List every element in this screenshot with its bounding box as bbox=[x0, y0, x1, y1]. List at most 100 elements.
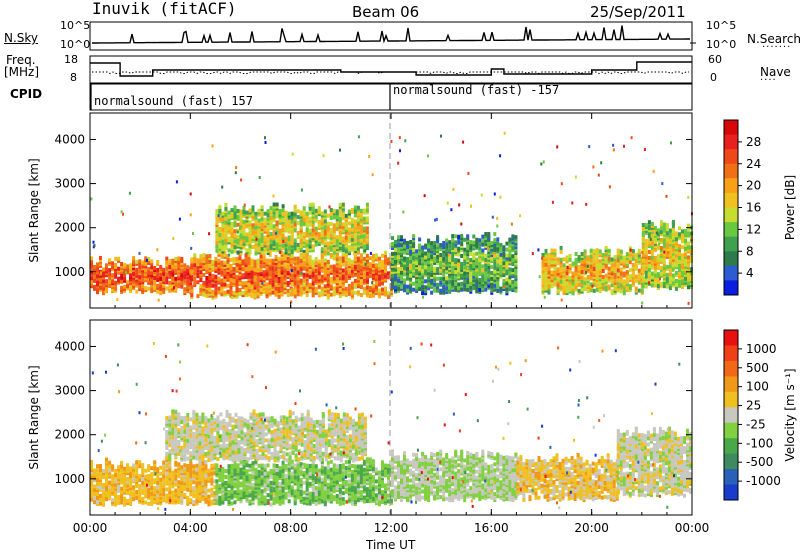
echo-cell bbox=[584, 270, 587, 274]
echo-cell bbox=[132, 491, 136, 496]
echo-cell bbox=[233, 211, 237, 216]
echo-cell bbox=[409, 263, 413, 268]
echo-cell bbox=[684, 233, 687, 237]
echo-cell bbox=[687, 227, 690, 232]
echo-cell bbox=[448, 248, 452, 253]
echo-cell bbox=[631, 257, 635, 262]
echo-cell bbox=[296, 260, 300, 265]
echo-cell bbox=[274, 266, 278, 271]
echo-cell bbox=[656, 284, 660, 288]
echo-cell bbox=[230, 296, 233, 300]
echo-cell bbox=[242, 483, 246, 488]
echo-cell bbox=[220, 252, 224, 257]
echo-cell bbox=[93, 484, 96, 489]
echo-cell bbox=[168, 496, 172, 501]
echo-cell bbox=[314, 208, 318, 213]
echo-cell bbox=[665, 276, 669, 281]
echo-cell bbox=[105, 263, 108, 268]
echo-cell bbox=[427, 276, 431, 281]
echo-cell bbox=[436, 266, 440, 271]
echo-cell bbox=[105, 467, 108, 472]
y-tick-label: 3000 bbox=[54, 177, 85, 191]
echo-cell bbox=[144, 474, 148, 479]
echo-cell bbox=[412, 242, 416, 247]
echo-cell bbox=[687, 255, 690, 260]
echo-cell bbox=[174, 468, 178, 473]
echo-cell bbox=[436, 259, 440, 263]
echo-cell bbox=[644, 274, 648, 279]
echo-cell bbox=[314, 226, 318, 231]
echo-cell bbox=[114, 262, 118, 267]
echo-cell bbox=[244, 275, 248, 280]
echo-cell bbox=[214, 257, 218, 261]
echo-cell bbox=[475, 279, 479, 284]
echo-cell bbox=[207, 468, 211, 473]
echo-cell bbox=[616, 278, 620, 283]
echo-cell bbox=[403, 250, 406, 255]
echo-cell bbox=[223, 250, 227, 255]
echo-cell bbox=[341, 268, 345, 273]
echo-cell bbox=[248, 220, 252, 225]
echo-cell bbox=[189, 486, 193, 491]
echo-cell bbox=[271, 282, 275, 287]
echo-cell bbox=[394, 251, 397, 256]
nsky-panel bbox=[89, 21, 696, 51]
echo-cell bbox=[356, 256, 360, 261]
echo-cell bbox=[323, 229, 327, 234]
echo-cell bbox=[470, 204, 472, 208]
echo-cell bbox=[454, 240, 458, 245]
echo-cell bbox=[469, 277, 473, 282]
echo-cell bbox=[374, 285, 378, 290]
echo-cell bbox=[241, 259, 245, 264]
echo-cell bbox=[239, 215, 243, 220]
echo-cell bbox=[647, 232, 651, 237]
echo-cell bbox=[323, 266, 327, 271]
echo-cell bbox=[168, 460, 172, 465]
echo-cell bbox=[314, 268, 318, 273]
echo-cell bbox=[592, 259, 596, 264]
echo-cell bbox=[493, 265, 497, 270]
echo-cell bbox=[156, 473, 160, 477]
echo-cell bbox=[96, 266, 99, 271]
echo-cell bbox=[326, 213, 330, 218]
echo-cell bbox=[159, 465, 163, 470]
echo-cell bbox=[189, 492, 193, 497]
echo-cell bbox=[263, 241, 267, 246]
echo-cell bbox=[248, 236, 252, 241]
echo-cell bbox=[232, 267, 236, 272]
echo-cell bbox=[457, 246, 461, 251]
echo-cell bbox=[171, 284, 175, 289]
echo-cell bbox=[359, 293, 363, 297]
echo-cell bbox=[241, 291, 245, 296]
echo-cell bbox=[199, 258, 203, 263]
echo-cell bbox=[542, 282, 545, 286]
echo-cell bbox=[347, 245, 351, 250]
echo-cell bbox=[415, 261, 419, 266]
echo-cell bbox=[568, 257, 572, 262]
echo-cell bbox=[208, 287, 212, 292]
echo-cell bbox=[242, 487, 246, 492]
echo-cell bbox=[108, 488, 112, 493]
echo-cell bbox=[217, 258, 221, 263]
echo-cell bbox=[649, 237, 652, 241]
echo-cell bbox=[585, 202, 588, 206]
echo-cell bbox=[320, 268, 324, 273]
echo-cell bbox=[296, 235, 300, 239]
echo-cell bbox=[687, 231, 690, 236]
echo-cell bbox=[126, 264, 130, 269]
echo-cell bbox=[218, 489, 222, 494]
echo-cell bbox=[221, 466, 225, 471]
echo-cell bbox=[595, 274, 599, 278]
echo-cell bbox=[153, 266, 157, 270]
echo-cell bbox=[610, 257, 614, 262]
echo-cell bbox=[198, 496, 202, 501]
echo-cell bbox=[211, 283, 215, 288]
echo-cell bbox=[214, 274, 218, 279]
echo-cell bbox=[210, 499, 214, 504]
echo-cell bbox=[247, 292, 251, 297]
echo-cell bbox=[227, 468, 231, 473]
echo-cell bbox=[362, 208, 366, 213]
echo-cell bbox=[490, 270, 494, 275]
echo-cell bbox=[257, 222, 261, 227]
echo-cell bbox=[168, 490, 172, 495]
